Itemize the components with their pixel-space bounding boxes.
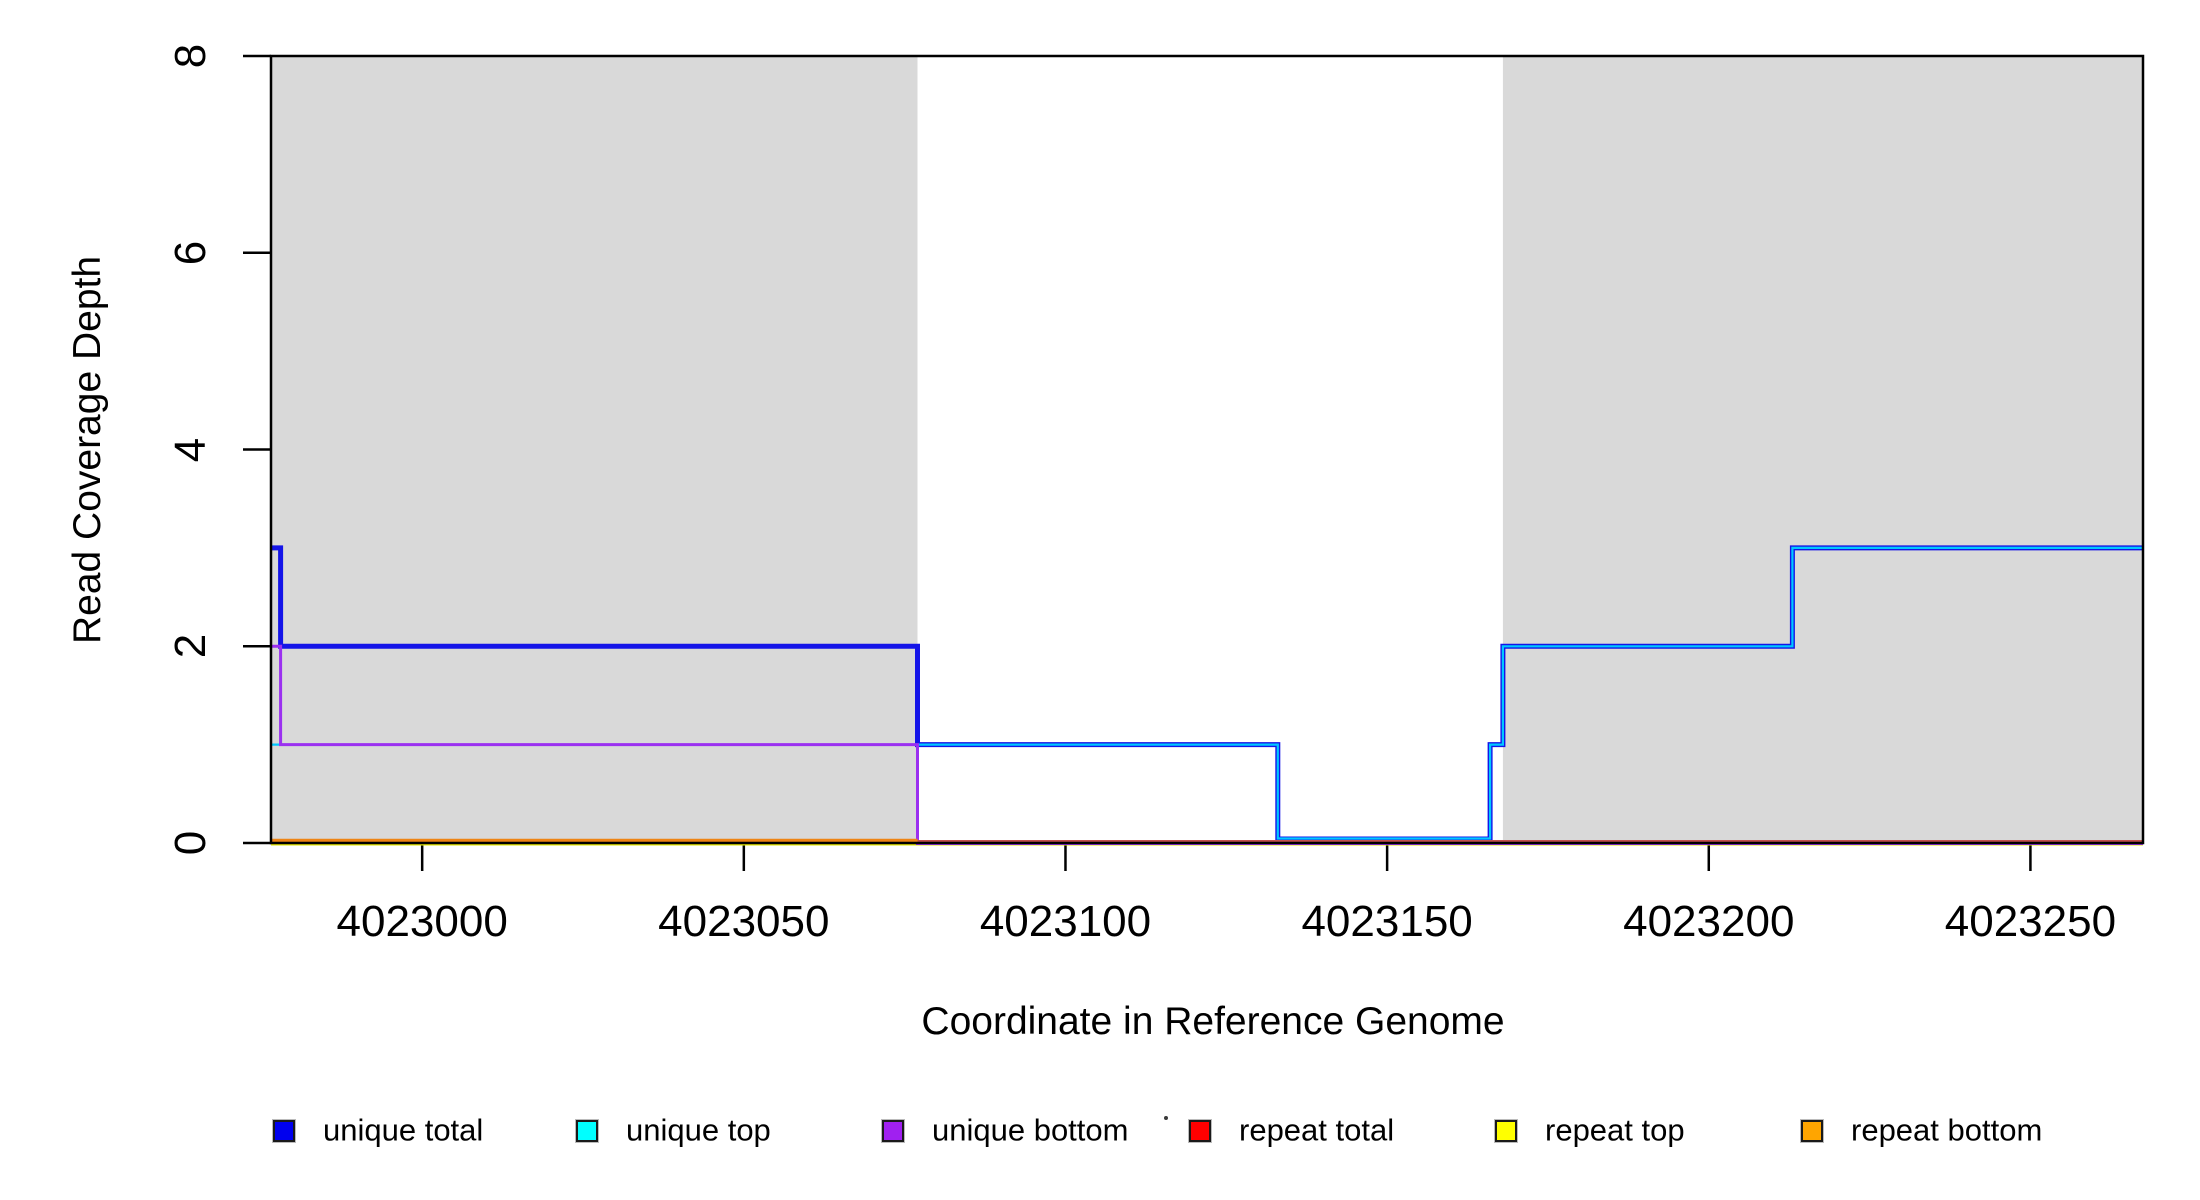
legend-item-unique-top: unique top (576, 1112, 771, 1147)
legend-item-unique-total: unique total (273, 1112, 483, 1147)
legend-label-repeat-top: repeat top (1545, 1112, 1685, 1148)
legend-label-repeat-total: repeat total (1239, 1112, 1395, 1148)
legend-item-unique-bottom: unique bottom (882, 1112, 1128, 1147)
legend-label-unique-top: unique top (626, 1112, 771, 1148)
x-tick-label-4023250: 4023250 (1944, 897, 2117, 946)
legend-label-repeat-bottom: repeat bottom (1851, 1112, 2043, 1148)
x-tick-label-4023050: 4023050 (658, 897, 830, 946)
y-tick-label-2: 2 (166, 634, 215, 659)
series-line-unique-top (271, 546, 2143, 840)
y-tick-label-6: 6 (166, 240, 215, 265)
legend-swatch-repeat-top (1495, 1120, 1517, 1142)
x-axis-title: Coordinate in Reference Genome (921, 1000, 1505, 1043)
plot-box (269, 54, 2145, 845)
x-tick-label-4023100: 4023100 (979, 897, 1152, 946)
stray-point-dot (1164, 1116, 1168, 1120)
y-tick-label-0: 0 (166, 830, 215, 856)
y-tick-label-4: 4 (166, 437, 215, 462)
legend-label-unique-bottom: unique bottom (932, 1112, 1129, 1148)
legend-item-repeat-bottom: repeat bottom (1801, 1112, 2042, 1147)
legend-swatch-repeat-bottom (1801, 1120, 1823, 1142)
repeat-region-right (1502, 56, 2143, 843)
legend-item-repeat-top: repeat top (1495, 1112, 1685, 1147)
y-axis-title: Read Coverage Depth (66, 255, 109, 645)
legend-swatch-repeat-total (1189, 1120, 1211, 1142)
legend-label-unique-total: unique total (323, 1112, 484, 1148)
y-tick-label-8: 8 (166, 43, 215, 69)
legend-swatch-unique-total (273, 1120, 295, 1142)
legend-swatch-unique-top (576, 1120, 598, 1142)
x-tick-label-4023200: 4023200 (1623, 897, 1795, 946)
legend-swatch-unique-bottom (882, 1120, 904, 1142)
legend-item-repeat-total: repeat total (1189, 1112, 1394, 1147)
x-tick-label-4023150: 4023150 (1301, 897, 1473, 946)
x-tick-label-4023000: 4023000 (336, 897, 508, 946)
repeat-region-left (271, 56, 918, 843)
